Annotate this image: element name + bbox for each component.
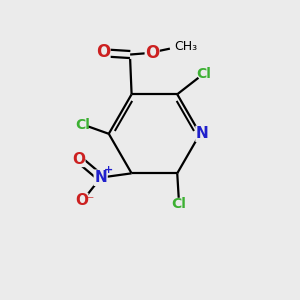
Text: O: O — [72, 152, 85, 167]
Text: N: N — [196, 126, 209, 141]
Text: +: + — [103, 164, 113, 175]
Text: N: N — [94, 170, 107, 185]
Text: Cl: Cl — [75, 118, 90, 132]
Text: O: O — [96, 43, 110, 61]
Text: O: O — [75, 193, 88, 208]
Text: ⁻: ⁻ — [86, 194, 94, 208]
Text: Cl: Cl — [171, 197, 186, 211]
Text: Cl: Cl — [196, 67, 211, 81]
Text: CH₃: CH₃ — [174, 40, 197, 53]
Text: O: O — [145, 44, 159, 62]
